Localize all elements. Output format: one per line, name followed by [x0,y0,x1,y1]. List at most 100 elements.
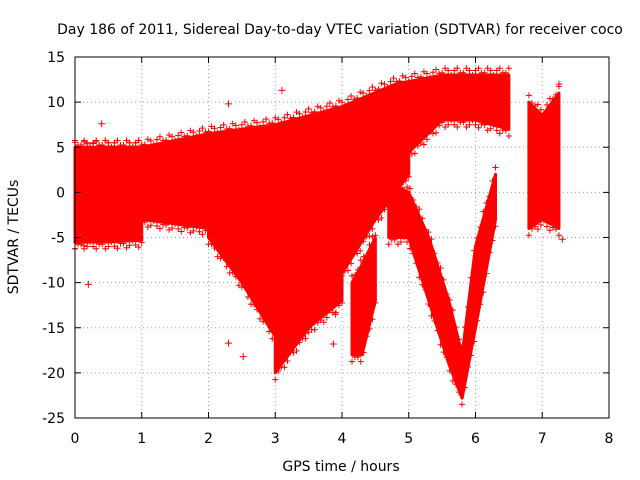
x-tick-label: 1 [137,431,146,447]
data-point [299,193,306,200]
data-point [329,103,336,110]
data-point [108,238,115,245]
data-point [475,124,482,131]
data-point [339,187,345,194]
data-point [275,368,282,375]
data-point [144,224,151,231]
data-point [147,222,154,229]
data-point [411,70,418,77]
data-point [132,139,139,146]
data-point [254,119,261,126]
data-point [472,67,479,74]
data-point [534,226,541,233]
data-point [251,193,258,200]
x-axis-label: GPS time / hours [282,459,399,475]
data-point [238,121,245,128]
data-point [129,144,136,151]
data-point [284,204,291,211]
data-point [320,108,327,115]
data-point [463,123,470,130]
data-point [287,115,294,122]
data-point [411,150,418,157]
data-point [366,241,373,248]
data-point [178,228,185,235]
data-point [481,69,488,76]
data-point [474,317,481,324]
data-point [172,137,179,144]
data-point [305,198,312,205]
data-band [73,145,144,244]
data-point [332,184,339,191]
data-point [399,116,406,123]
data-point [466,67,473,74]
data-point [426,74,433,81]
y-tick-label: -20 [42,366,65,382]
data-point [349,272,356,279]
data-point [492,164,499,171]
data-point [463,65,470,72]
data-point [385,241,392,248]
data-point [78,241,85,248]
data-point [287,198,294,205]
data-point [528,225,535,232]
data-point [184,132,191,139]
data-point [156,225,163,232]
data-point [396,122,403,129]
data-point [455,389,462,396]
data-point [449,377,456,384]
data-point [422,226,429,233]
data-point [502,69,509,76]
data-point [105,139,112,146]
data-point [214,129,221,136]
data-point [290,195,297,202]
data-point [175,225,182,232]
data-point [90,243,97,250]
data-point [434,327,441,334]
data-point [390,75,397,82]
data-point [448,117,455,124]
x-tick-label: 2 [204,431,213,447]
data-point [555,80,563,88]
data-point [537,221,544,228]
data-point [208,240,215,247]
data-point [275,116,282,123]
data-point [439,69,446,76]
data-point [416,274,423,281]
data-point [275,204,282,211]
data-point [477,224,484,231]
data-point [481,121,488,128]
data-point [360,90,367,97]
data-point [378,80,385,87]
data-point [354,168,361,175]
data-point [166,131,173,138]
data-point [390,129,397,136]
data-point [335,97,342,104]
data-point [455,336,462,343]
x-tick-label: 0 [71,431,80,447]
data-point [451,67,458,74]
data-point [436,122,443,129]
data-point [410,250,417,257]
data-point [323,314,330,321]
data-point [178,129,185,136]
data-point [489,177,496,184]
data-point [281,364,288,371]
data-point [419,215,426,222]
data-point [269,119,276,126]
data-point [257,315,264,322]
data-point [153,223,160,230]
data-point [138,239,145,246]
data-point [241,191,248,198]
data-point [150,141,157,148]
data-point [468,352,475,359]
data-point [159,137,166,144]
data-point [214,182,221,189]
data-point [220,255,227,262]
data-point [335,302,342,309]
data-point [114,245,121,252]
data-point [254,306,261,313]
data-point [291,254,299,262]
data-point [423,136,430,143]
data-point [84,243,91,250]
data-point [287,334,294,341]
